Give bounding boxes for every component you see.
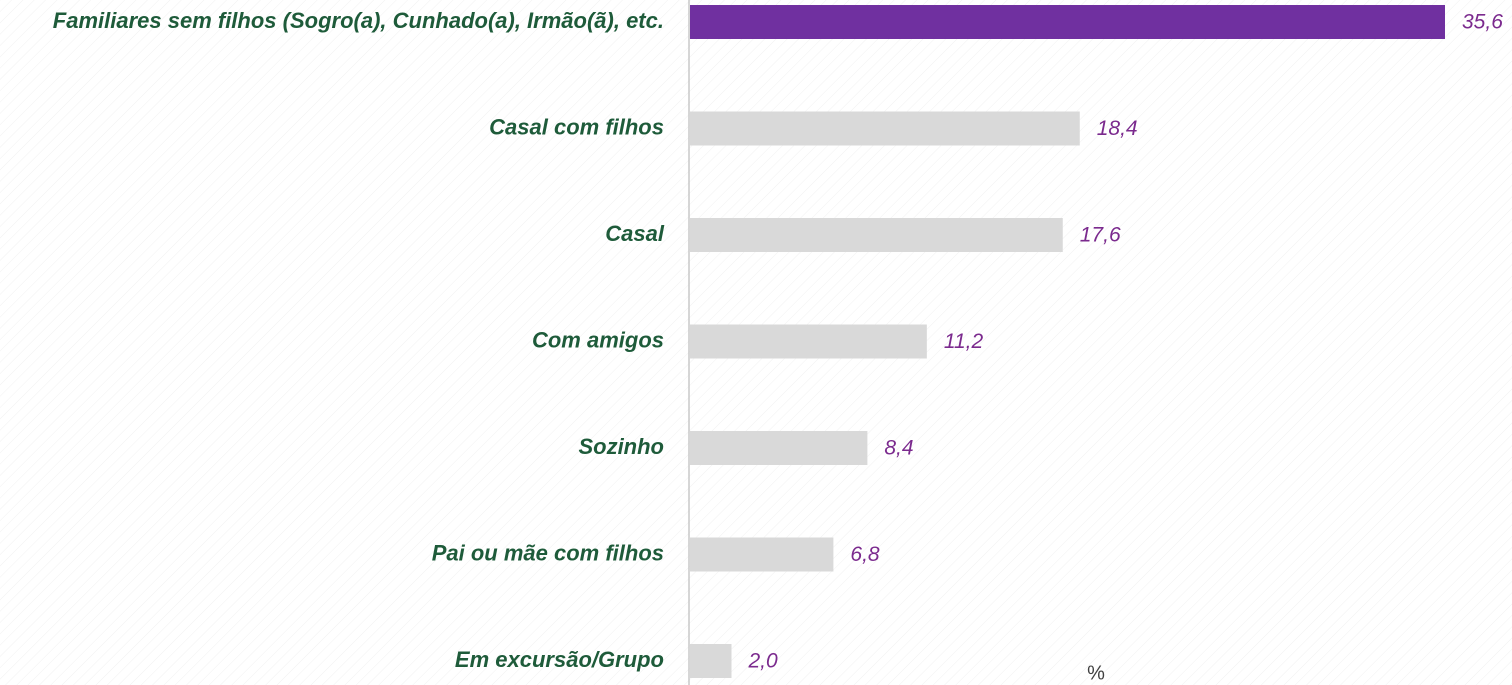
category-label: Em excursão/Grupo <box>455 647 664 672</box>
bar <box>690 537 834 572</box>
value-label: 6,8 <box>850 543 880 566</box>
bar <box>690 111 1080 146</box>
value-label: 8,4 <box>884 437 913 460</box>
category-label: Sozinho <box>578 434 664 459</box>
value-label: 11,2 <box>944 330 984 353</box>
value-label: 35,6 <box>1462 11 1503 34</box>
bar <box>690 644 732 678</box>
category-label: Casal com filhos <box>489 114 664 139</box>
bar <box>690 218 1063 252</box>
bar <box>690 5 1445 39</box>
bar <box>690 324 927 359</box>
category-label: Casal <box>605 221 665 246</box>
value-label: 17,6 <box>1080 224 1121 247</box>
category-label: Com amigos <box>532 327 664 352</box>
value-label: 2,0 <box>747 650 778 673</box>
category-label: Pai ou mãe com filhos <box>432 540 664 565</box>
bar <box>690 431 868 465</box>
category-label: Familiares sem filhos (Sogro(a), Cunhado… <box>53 8 664 33</box>
value-label: 18,4 <box>1097 117 1138 140</box>
unit-label: % <box>1087 662 1105 684</box>
